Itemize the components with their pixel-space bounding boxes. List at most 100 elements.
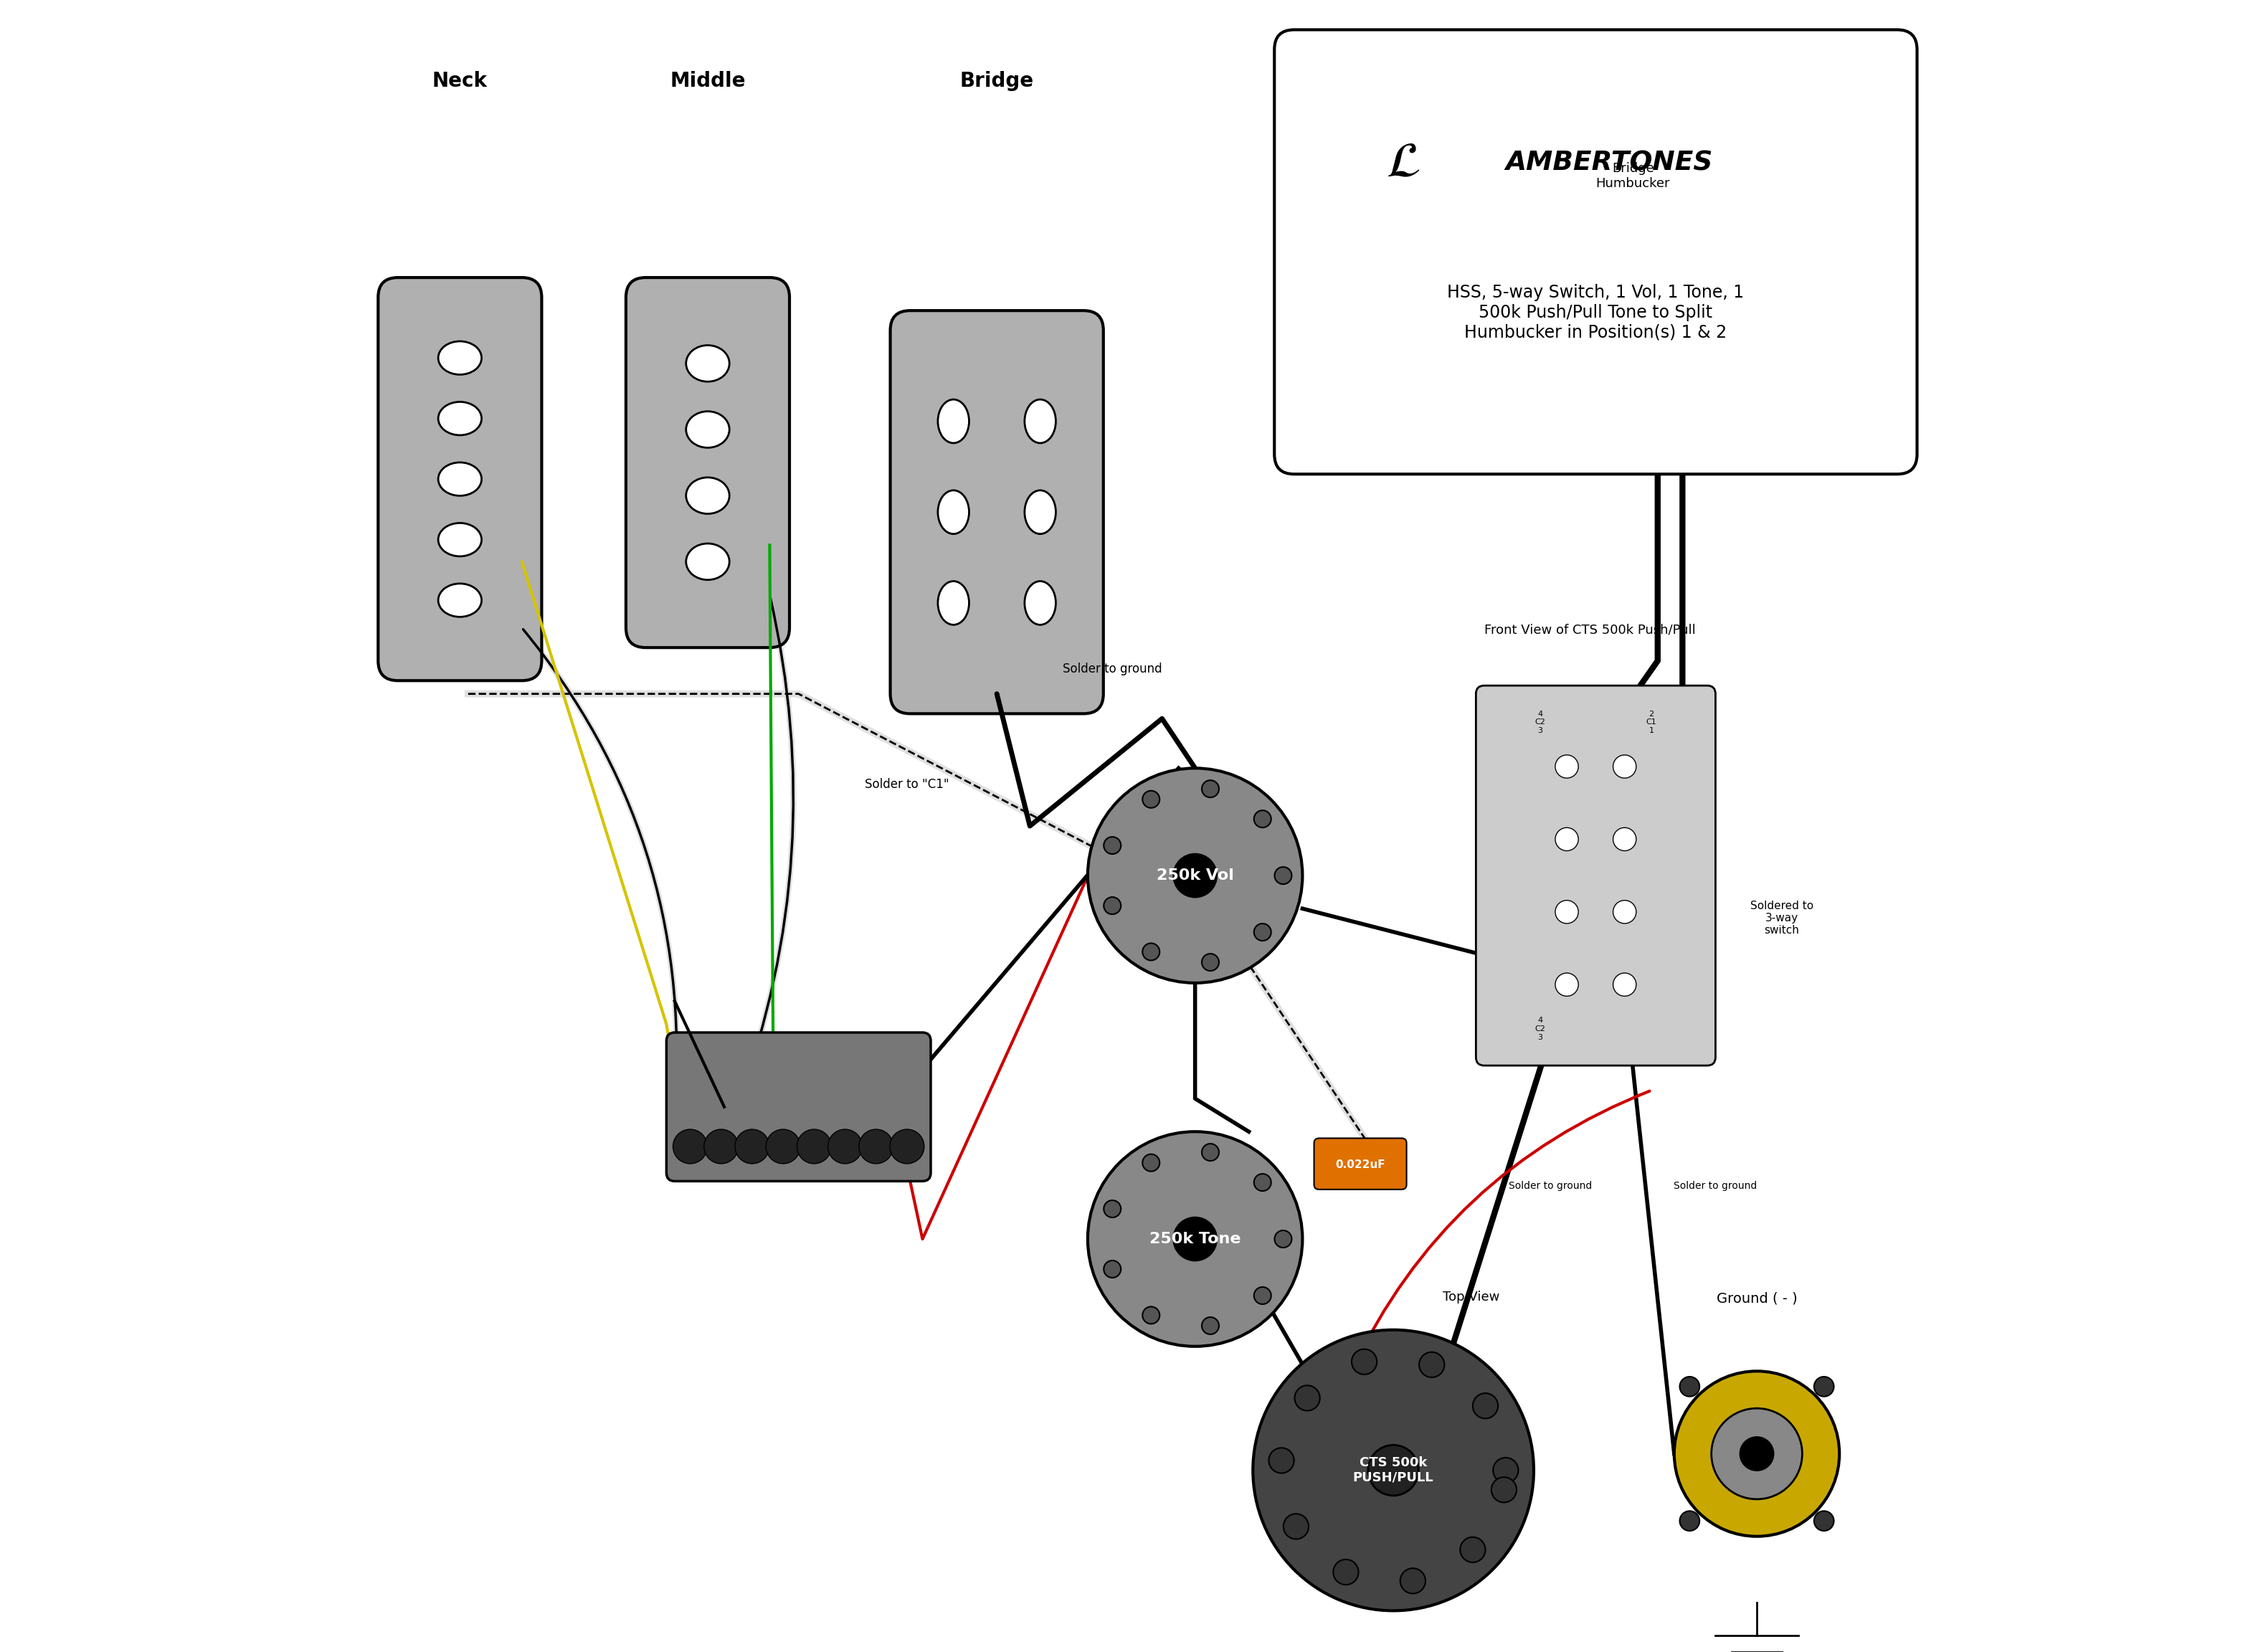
Circle shape	[1400, 1568, 1425, 1594]
Text: 250k Vol: 250k Vol	[1156, 869, 1233, 882]
Circle shape	[1104, 897, 1120, 914]
Circle shape	[1274, 1231, 1292, 1247]
Circle shape	[1612, 973, 1637, 996]
Text: Ground ( - ): Ground ( - )	[1716, 1292, 1797, 1305]
Circle shape	[1673, 1371, 1840, 1536]
Ellipse shape	[937, 582, 969, 624]
Circle shape	[1472, 1393, 1497, 1419]
Circle shape	[1104, 1201, 1120, 1218]
Circle shape	[1612, 755, 1637, 778]
Circle shape	[890, 1130, 924, 1163]
Circle shape	[1813, 1512, 1833, 1531]
Text: Solder to "C1": Solder to "C1"	[865, 778, 948, 791]
Ellipse shape	[686, 345, 729, 382]
Circle shape	[1174, 854, 1217, 897]
Circle shape	[1556, 900, 1578, 923]
Circle shape	[1253, 1175, 1271, 1191]
Circle shape	[1493, 1457, 1517, 1483]
Circle shape	[1612, 828, 1637, 851]
Circle shape	[1104, 838, 1120, 854]
Circle shape	[1332, 1559, 1359, 1584]
Text: Middle: Middle	[671, 71, 745, 91]
Circle shape	[1253, 1287, 1271, 1303]
Text: Solder to ground: Solder to ground	[1673, 1181, 1757, 1191]
Circle shape	[1269, 1447, 1294, 1474]
Ellipse shape	[1025, 400, 1057, 443]
Text: AMBERTONES: AMBERTONES	[1506, 150, 1714, 175]
Text: 4
C2
3: 4 C2 3	[1535, 1018, 1544, 1041]
Circle shape	[1174, 1218, 1217, 1260]
Ellipse shape	[438, 401, 481, 434]
Circle shape	[1556, 755, 1578, 778]
Text: Solder to ground: Solder to ground	[1064, 662, 1163, 676]
Circle shape	[1088, 768, 1303, 983]
Ellipse shape	[686, 477, 729, 514]
Text: Neck: Neck	[431, 71, 488, 91]
Circle shape	[1143, 1155, 1161, 1171]
Circle shape	[1253, 1330, 1533, 1611]
Circle shape	[734, 1130, 770, 1163]
Text: 4
C2
3: 4 C2 3	[1535, 710, 1544, 733]
Circle shape	[673, 1130, 707, 1163]
Circle shape	[1556, 828, 1578, 851]
Text: Solder to ground: Solder to ground	[1508, 1181, 1592, 1191]
FancyBboxPatch shape	[625, 278, 790, 648]
Text: 2
C1
1: 2 C1 1	[1646, 710, 1657, 733]
FancyBboxPatch shape	[1477, 686, 1716, 1066]
Ellipse shape	[438, 463, 481, 496]
Circle shape	[1461, 1536, 1486, 1563]
Text: HSS, 5-way Switch, 1 Vol, 1 Tone, 1
500k Push/Pull Tone to Split
Humbucker in Po: HSS, 5-way Switch, 1 Vol, 1 Tone, 1 500k…	[1447, 284, 1743, 342]
Text: 250k Tone: 250k Tone	[1149, 1232, 1242, 1246]
Circle shape	[1088, 1132, 1303, 1346]
Text: Front View of CTS 500k Push/Pull: Front View of CTS 500k Push/Pull	[1484, 623, 1696, 636]
Circle shape	[1741, 1437, 1773, 1470]
Circle shape	[1283, 1513, 1310, 1540]
Circle shape	[797, 1130, 831, 1163]
Ellipse shape	[937, 491, 969, 534]
Ellipse shape	[686, 411, 729, 448]
Circle shape	[765, 1130, 799, 1163]
Text: Top View: Top View	[1443, 1290, 1499, 1303]
Ellipse shape	[438, 342, 481, 375]
FancyBboxPatch shape	[666, 1032, 930, 1181]
FancyBboxPatch shape	[1274, 30, 1917, 474]
Circle shape	[1104, 1260, 1120, 1277]
Circle shape	[1680, 1376, 1700, 1396]
FancyBboxPatch shape	[1314, 1138, 1407, 1189]
Circle shape	[1274, 867, 1292, 884]
Circle shape	[1418, 1351, 1445, 1378]
Circle shape	[1368, 1446, 1418, 1495]
Circle shape	[1712, 1408, 1802, 1500]
Ellipse shape	[686, 544, 729, 580]
Ellipse shape	[438, 583, 481, 616]
Ellipse shape	[438, 524, 481, 557]
Circle shape	[1143, 943, 1161, 960]
Text: Bridge: Bridge	[960, 71, 1034, 91]
FancyBboxPatch shape	[890, 311, 1104, 714]
Ellipse shape	[1025, 491, 1057, 534]
Circle shape	[1556, 973, 1578, 996]
Circle shape	[1201, 780, 1219, 798]
Text: $\mathcal{L}$: $\mathcal{L}$	[1386, 139, 1420, 187]
Ellipse shape	[1025, 582, 1057, 624]
Circle shape	[1813, 1376, 1833, 1396]
Ellipse shape	[937, 400, 969, 443]
Circle shape	[1143, 1307, 1161, 1323]
Circle shape	[1680, 1512, 1700, 1531]
Text: Soldered to
3-way
switch: Soldered to 3-way switch	[1750, 900, 1813, 937]
Text: 0.022uF: 0.022uF	[1334, 1160, 1384, 1170]
Circle shape	[1143, 791, 1161, 808]
Circle shape	[829, 1130, 863, 1163]
Circle shape	[1294, 1386, 1321, 1411]
FancyBboxPatch shape	[377, 278, 542, 681]
Circle shape	[1201, 1317, 1219, 1335]
Circle shape	[1253, 811, 1271, 828]
Circle shape	[704, 1130, 738, 1163]
Circle shape	[1201, 953, 1219, 971]
Circle shape	[1253, 923, 1271, 940]
Text: Bridge
Humbucker: Bridge Humbucker	[1596, 162, 1671, 190]
Circle shape	[1201, 1143, 1219, 1161]
Text: CTS 500k
PUSH/PULL: CTS 500k PUSH/PULL	[1353, 1457, 1434, 1483]
Circle shape	[1612, 900, 1637, 923]
Circle shape	[858, 1130, 894, 1163]
